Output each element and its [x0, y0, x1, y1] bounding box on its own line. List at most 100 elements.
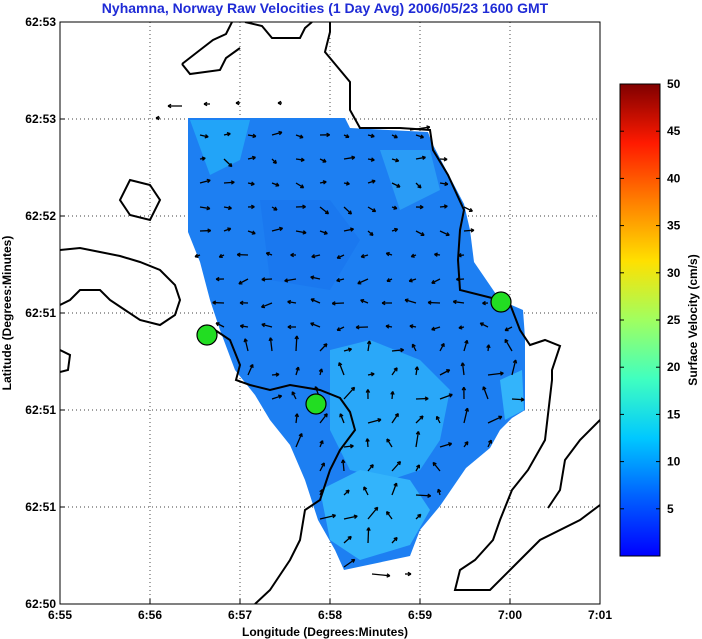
y-tick-label: 62:51	[25, 500, 56, 514]
radar-stations	[196, 291, 512, 415]
velocity-arrow	[487, 415, 503, 424]
velocity-arrow	[415, 230, 425, 237]
radar-station-site-west	[196, 324, 218, 346]
colorbar-tick-label: 45	[667, 124, 681, 138]
velocity-arrow	[290, 252, 297, 258]
velocity-arrow	[199, 178, 211, 184]
velocity-arrow	[458, 325, 465, 330]
velocity-arrow	[295, 230, 307, 235]
velocity-arrow	[511, 397, 525, 402]
velocity-arrow	[343, 181, 350, 186]
velocity-arrow	[203, 101, 210, 107]
velocity-arrow	[215, 276, 225, 282]
velocity-arrow	[319, 180, 327, 185]
velocity-arrow	[367, 464, 374, 472]
velocity-arrow	[463, 339, 469, 352]
colorbar-tick-label: 25	[667, 313, 681, 327]
velocity-arrow	[439, 204, 448, 209]
colorbar-tick-label: 10	[667, 455, 681, 469]
coastline-edge	[60, 349, 72, 373]
velocity-arrow	[366, 340, 372, 352]
velocity-arrow	[414, 366, 420, 376]
velocity-arrow	[367, 179, 376, 184]
velocity-arrow	[247, 181, 255, 186]
velocity-arrow	[367, 157, 375, 162]
velocity-arrow	[295, 157, 305, 163]
velocity-arrow	[287, 324, 297, 330]
velocity-arrow	[261, 277, 273, 282]
velocity-arrow	[343, 386, 356, 400]
velocity-arrow	[415, 415, 424, 424]
velocity-arrow	[391, 413, 399, 424]
velocity-arrow	[284, 278, 297, 283]
velocity-arrow	[336, 326, 345, 332]
radar-station-site-east	[490, 291, 512, 313]
velocity-arrow	[310, 298, 321, 304]
velocity-arrow	[295, 433, 303, 448]
velocity-arrow	[319, 488, 324, 496]
velocity-arrow	[439, 181, 449, 187]
y-tick-label: 62:50	[25, 597, 56, 611]
velocity-arrow	[155, 115, 160, 121]
velocity-arrow	[319, 413, 328, 424]
velocity-arrow	[391, 158, 400, 163]
velocity-arrow	[343, 206, 353, 215]
velocity-arrow	[432, 461, 441, 472]
velocity-arrow	[456, 277, 465, 282]
velocity-arrow	[336, 277, 345, 283]
coastline-islet	[118, 178, 162, 222]
velocity-arrow	[486, 344, 491, 352]
velocity-arrow	[265, 251, 273, 257]
velocity-arrow	[415, 182, 422, 189]
velocity-arrow	[319, 132, 331, 138]
x-tick-label: 6:57	[228, 608, 252, 622]
velocity-arrow	[463, 407, 470, 424]
colorbar-tick-label: 20	[667, 360, 681, 374]
velocity-arrow	[386, 278, 393, 283]
velocity-arrow	[295, 182, 305, 189]
velocity-arrow	[367, 133, 375, 139]
velocity-arrow	[391, 367, 398, 376]
velocity-arrow	[371, 573, 391, 578]
velocity-arrow	[247, 363, 254, 376]
velocity-arrow	[243, 338, 249, 352]
velocity-arrow	[318, 368, 324, 376]
velocity-arrow	[223, 205, 232, 211]
velocity-arrow	[408, 278, 417, 283]
velocity-arrow	[415, 431, 421, 448]
velocity-arrow	[247, 204, 255, 210]
velocity-arrow	[294, 413, 300, 424]
coverage-patch	[260, 200, 360, 290]
velocity-arrow	[391, 482, 398, 496]
velocity-arrow	[199, 228, 212, 233]
velocity-arrow	[415, 513, 422, 520]
velocity-arrow	[391, 347, 404, 353]
velocity-arrow	[247, 155, 256, 161]
velocity-arrow	[367, 206, 377, 213]
velocity-arrow	[343, 134, 350, 139]
velocity-arrow	[340, 459, 346, 472]
y-axis-ticks: 62:53 62:53 62:52 62:51 62:51 62:51 62:50	[25, 15, 65, 611]
velocity-arrow	[339, 413, 345, 424]
velocity-arrow	[355, 325, 369, 330]
velocity-arrow	[311, 254, 321, 259]
velocity-arrow	[357, 278, 369, 285]
velocity-arrow	[271, 226, 284, 232]
velocity-arrow	[439, 230, 450, 237]
velocity-arrow	[261, 302, 273, 309]
velocity-arrow	[271, 206, 278, 211]
velocity-arrow	[479, 322, 489, 328]
velocity-arrow	[199, 205, 211, 211]
velocity-arrow	[223, 227, 232, 232]
velocity-arrow	[223, 180, 235, 185]
velocity-arrow	[360, 253, 369, 259]
velocity-arrow	[167, 103, 182, 109]
colorbar-tick-label: 50	[667, 77, 681, 91]
velocity-arrow	[391, 182, 401, 188]
velocity-arrow	[294, 335, 299, 352]
velocity-arrow	[199, 134, 209, 139]
velocity-arrow	[218, 253, 225, 259]
velocity-arrow	[194, 253, 201, 258]
velocity-arrow	[409, 125, 431, 131]
velocity-arrow	[439, 157, 448, 162]
